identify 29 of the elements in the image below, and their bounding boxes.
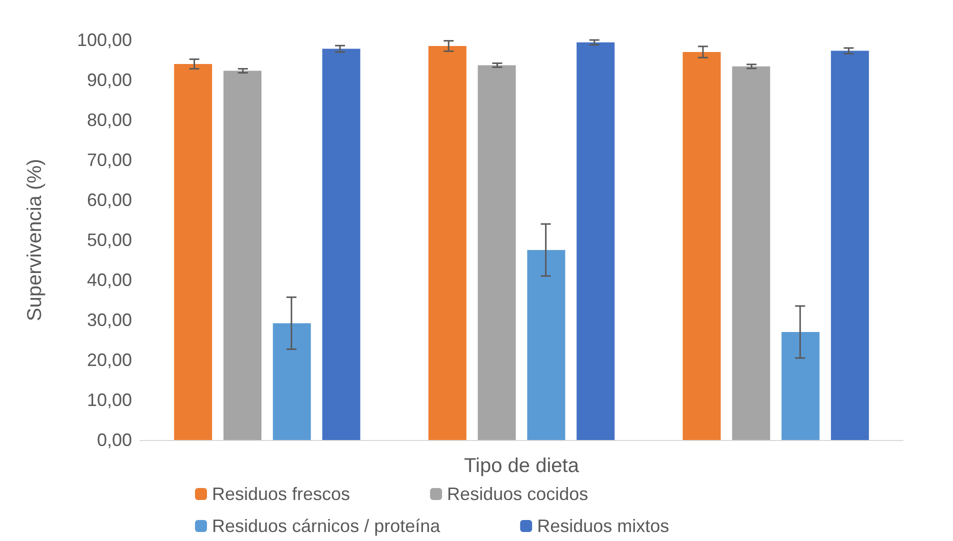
y-axis-title: Supervivencia (%) — [24, 158, 46, 322]
y-tick-label: 60,00 — [86, 190, 132, 210]
bar — [223, 70, 262, 440]
x-axis-title: Tipo de dieta — [464, 455, 580, 477]
y-tick-label: 20,00 — [86, 350, 132, 370]
bar — [830, 50, 869, 440]
legend-label: Residuos cocidos — [447, 484, 588, 504]
bar — [322, 48, 360, 440]
y-tick-label: 50,00 — [86, 230, 132, 250]
bar — [478, 65, 516, 440]
bar — [527, 250, 566, 440]
bar — [682, 52, 721, 440]
bar — [272, 323, 311, 440]
legend-label: Residuos cárnicos / proteína — [212, 516, 442, 536]
y-tick-label: 90,00 — [86, 70, 132, 90]
y-tick-label: 100,00 — [76, 30, 132, 50]
bar — [782, 332, 820, 440]
y-tick-label: 0,00 — [96, 430, 132, 450]
y-tick-label: 40,00 — [86, 270, 132, 290]
legend-label: Residuos frescos — [212, 484, 350, 504]
bar — [428, 46, 466, 440]
legend-label: Residuos mixtos — [537, 516, 670, 536]
y-tick-label: 80,00 — [86, 110, 132, 130]
bar — [174, 64, 212, 440]
bar — [576, 42, 615, 440]
y-tick-label: 30,00 — [86, 310, 132, 330]
y-tick-label: 10,00 — [86, 390, 132, 410]
y-tick-label: 70,00 — [86, 150, 132, 170]
bar — [732, 66, 770, 440]
